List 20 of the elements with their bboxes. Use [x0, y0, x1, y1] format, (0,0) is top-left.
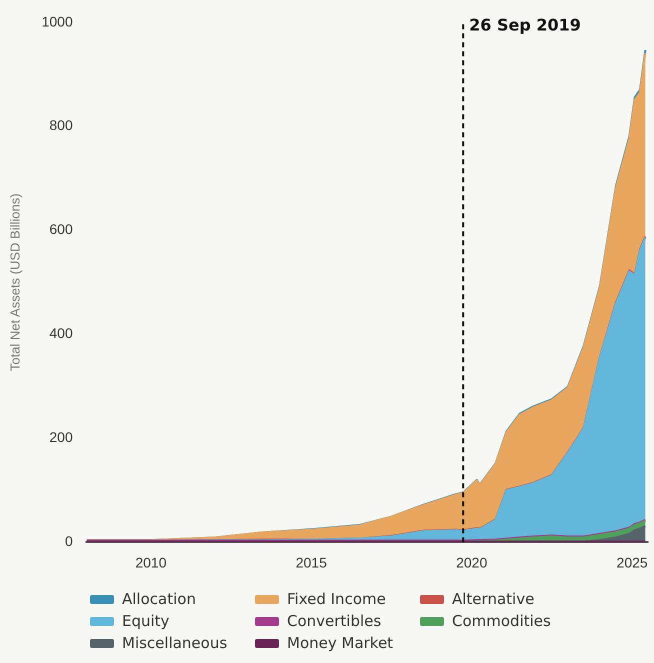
y-tick-label: 1000: [42, 13, 73, 30]
legend-label: Alternative: [452, 590, 534, 608]
legend-label: Money Market: [287, 634, 394, 652]
ref-line-label: 26 Sep 2019: [469, 16, 581, 35]
x-tick-label: 2010: [135, 554, 167, 570]
legend-label: Miscellaneous: [122, 634, 228, 652]
y-tick-label: 0: [64, 533, 73, 550]
y-tick-label: 200: [49, 429, 73, 446]
x-tick-label: 2015: [296, 554, 328, 570]
legend-label: Convertibles: [287, 612, 382, 630]
legend-label: Fixed Income: [287, 590, 386, 608]
x-tick-label: 2020: [456, 554, 488, 570]
y-tick-label: 400: [49, 325, 73, 342]
legend-label: Commodities: [452, 612, 551, 630]
legend-label: Allocation: [122, 590, 196, 608]
legend-label: Equity: [122, 612, 170, 630]
x-tick-label: 2025: [616, 554, 648, 570]
y-tick-label: 800: [49, 117, 73, 134]
y-tick-label: 600: [49, 221, 73, 238]
y-axis-title: Total Net Assets (USD Billions): [7, 193, 22, 372]
